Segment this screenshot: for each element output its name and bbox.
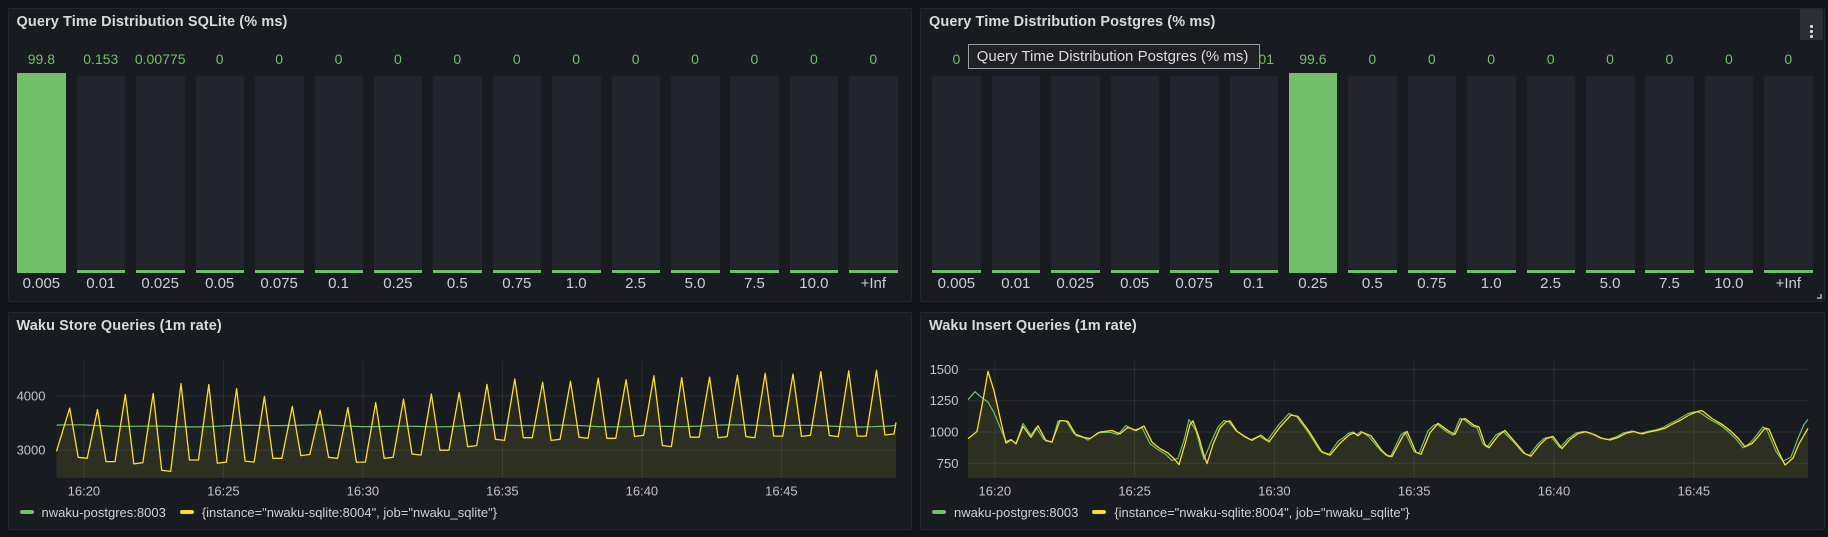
- svg-text:16:45: 16:45: [765, 483, 798, 498]
- svg-text:1250: 1250: [930, 393, 959, 408]
- svg-text:16:30: 16:30: [1258, 483, 1291, 498]
- svg-text:1500: 1500: [930, 361, 959, 376]
- svg-text:16:25: 16:25: [207, 483, 240, 498]
- svg-text:1000: 1000: [930, 424, 959, 439]
- svg-text:4000: 4000: [16, 388, 45, 403]
- svg-text:16:30: 16:30: [346, 483, 379, 498]
- svg-text:16:20: 16:20: [67, 483, 100, 498]
- svg-text:16:40: 16:40: [625, 483, 658, 498]
- svg-text:16:20: 16:20: [979, 483, 1012, 498]
- svg-text:16:35: 16:35: [1398, 483, 1431, 498]
- svg-text:16:45: 16:45: [1678, 483, 1711, 498]
- svg-text:750: 750: [937, 455, 959, 470]
- svg-text:3000: 3000: [16, 442, 45, 457]
- svg-text:16:25: 16:25: [1118, 483, 1151, 498]
- svg-text:16:40: 16:40: [1538, 483, 1571, 498]
- svg-text:16:35: 16:35: [486, 483, 519, 498]
